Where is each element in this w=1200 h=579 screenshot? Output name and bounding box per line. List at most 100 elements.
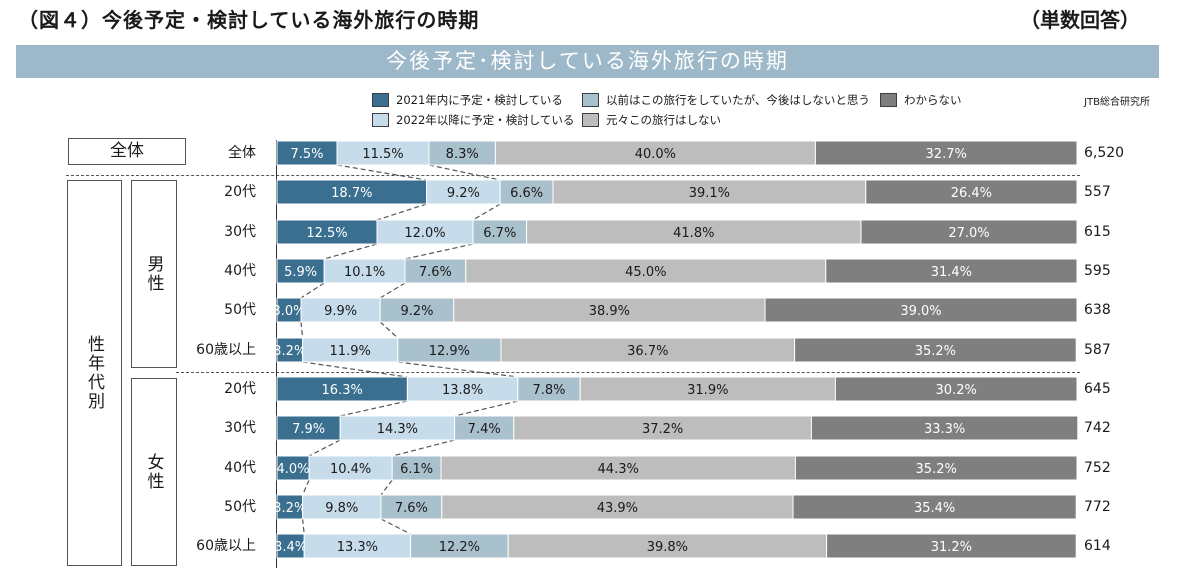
chart-banner: 今後予定･検討している海外旅行の時期 (16, 45, 1159, 78)
bar-value-label: 12.5% (306, 226, 347, 241)
bar-segment (865, 179, 1078, 205)
figure-title: （図４）今後予定・検討している海外旅行の時期 (18, 8, 480, 32)
bar-value-label: 26.4% (951, 186, 992, 201)
bar-segment (526, 219, 862, 245)
group-male-box: 男性 (131, 180, 177, 368)
sample-size-label: 742 (1084, 420, 1111, 436)
legend-label: 以前はこの旅行をしていたが、今後はしないと思う (606, 93, 870, 107)
bar-value-label: 14.3% (377, 422, 418, 437)
bar-segment (391, 455, 442, 481)
bar-value-label: 41.8% (673, 226, 714, 241)
bar-segment (379, 297, 455, 323)
bar-segment (499, 179, 554, 205)
category-label: 50代 (224, 499, 256, 515)
bar-segment (276, 219, 378, 245)
bar-value-label: 33.3% (924, 422, 965, 437)
group-gender-age-box: 性年代別 (67, 180, 122, 566)
bar-value-label: 39.0% (900, 304, 941, 319)
bar-value-label: 31.9% (687, 383, 728, 398)
series-connector-line (302, 479, 310, 496)
series-connector-line (336, 164, 427, 181)
bar-value-label: 3.4% (274, 540, 307, 555)
group-separator (66, 175, 1080, 176)
bar-value-label: 40.0% (635, 147, 676, 162)
bar-value-label: 6.6% (510, 186, 543, 201)
series-connector-line (454, 400, 518, 417)
bar-value-label: 3.2% (273, 501, 306, 516)
legend-swatch (880, 93, 897, 107)
series-connector-line (302, 361, 408, 378)
bar-segment (302, 337, 399, 363)
bar-segment (794, 455, 1078, 481)
legend-swatch (582, 93, 599, 107)
bar-value-label: 6.7% (483, 226, 516, 241)
sample-size-label: 6,520 (1084, 145, 1125, 161)
sample-size-label: 772 (1084, 499, 1111, 515)
bar-segment (404, 258, 467, 284)
bar-value-label: 5.9% (284, 265, 317, 280)
sample-size-label: 645 (1084, 381, 1111, 397)
bar-value-label: 10.1% (344, 265, 385, 280)
sample-size-label: 752 (1084, 460, 1111, 476)
bar-segment (500, 337, 796, 363)
category-label: 20代 (224, 184, 256, 200)
bar-value-label: 3.2% (273, 344, 306, 359)
legend-label: 2022年以降に予定・検討している (396, 113, 575, 127)
bar-value-label: 16.3% (322, 383, 363, 398)
series-connector-line (379, 321, 399, 339)
bar-segment (453, 297, 766, 323)
bar-value-label: 44.3% (598, 462, 639, 477)
bar-value-label: 11.9% (330, 344, 371, 359)
gender-separator (176, 372, 1080, 373)
legend: 2021年内に予定・検討している 2022年以降に予定・検討している 以前はこの… (372, 92, 1012, 132)
bar-value-label: 7.9% (292, 422, 325, 437)
bar-segment (814, 140, 1078, 166)
bar-value-label: 10.4% (330, 462, 371, 477)
bar-value-label: 39.1% (689, 186, 730, 201)
bar-value-label: 32.7% (926, 147, 967, 162)
bar-segment (494, 140, 816, 166)
series-connector-line (300, 321, 304, 339)
bar-segment (276, 415, 341, 441)
bar-segment (276, 455, 310, 481)
legend-label: 元々この旅行はしない (606, 113, 721, 127)
series-connector-line (404, 243, 474, 260)
sample-size-label: 557 (1084, 184, 1111, 200)
series-connector-line (472, 203, 501, 221)
category-label: 40代 (224, 263, 256, 279)
bar-segment (276, 140, 338, 166)
bar-value-label: 12.9% (429, 344, 470, 359)
bar-value-label: 12.0% (404, 226, 445, 241)
bar-segment (336, 140, 430, 166)
bar-segment (552, 179, 867, 205)
series-connector-line (308, 439, 341, 457)
bar-segment (276, 533, 305, 559)
bar-value-label: 31.2% (931, 540, 972, 555)
series-connector-line (392, 439, 455, 457)
category-label: 30代 (224, 420, 256, 436)
bar-value-label: 35.2% (916, 462, 957, 477)
bar-segment (792, 494, 1077, 520)
bar-value-label: 9.8% (325, 501, 358, 516)
legend-label: わからない (904, 93, 962, 107)
legend-swatch (582, 113, 599, 127)
bar-value-label: 11.5% (362, 147, 403, 162)
bar-segment (794, 337, 1077, 363)
sample-size-label: 587 (1084, 342, 1111, 358)
sample-size-label: 638 (1084, 302, 1111, 318)
bar-value-label: 13.8% (442, 383, 483, 398)
category-label: 50代 (224, 302, 256, 318)
bar-value-label: 36.7% (627, 344, 668, 359)
series-connector-line (340, 400, 408, 417)
bar-segment (764, 297, 1078, 323)
bar-value-label: 9.2% (400, 304, 433, 319)
bar-segment (339, 415, 456, 441)
bar-value-label: 43.9% (597, 501, 638, 516)
bar-value-label: 38.9% (589, 304, 630, 319)
bar-value-label: 35.4% (914, 501, 955, 516)
bar-segment (465, 258, 827, 284)
bar-segment (517, 376, 581, 402)
bar-value-label: 3.0% (272, 304, 305, 319)
legend-item-unknown: わからない (880, 92, 962, 108)
